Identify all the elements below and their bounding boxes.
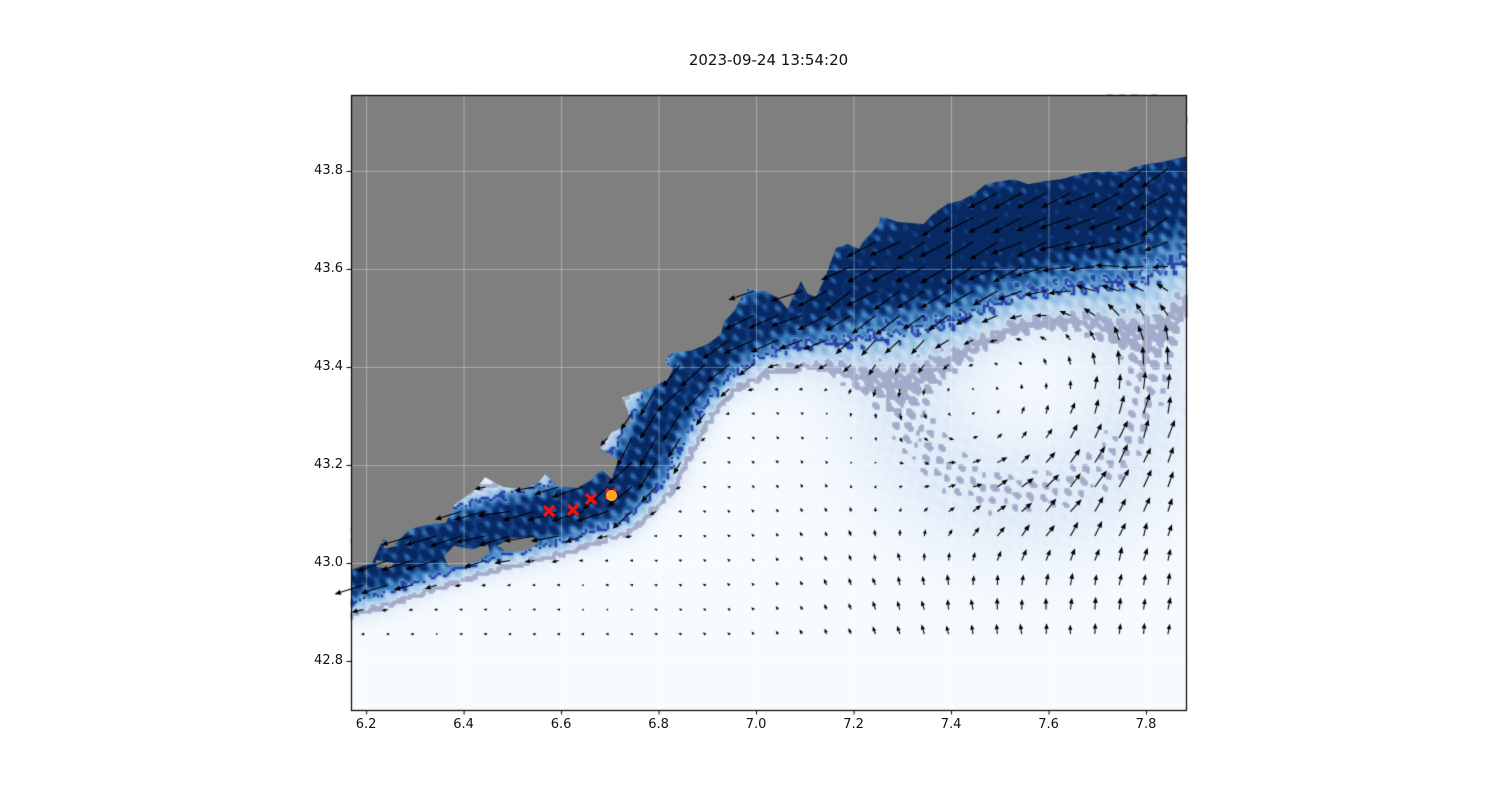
y-tick-label: 43.4 bbox=[314, 358, 343, 374]
x-tick-label: 7.2 bbox=[843, 717, 864, 732]
red-x-marker bbox=[542, 504, 557, 519]
x-tick-label: 7.8 bbox=[1135, 717, 1157, 732]
x-tick-label: 7.0 bbox=[745, 717, 767, 732]
x-tick-label: 6.8 bbox=[648, 717, 669, 732]
orange-dot-marker bbox=[605, 490, 617, 502]
x-tick-label: 6.6 bbox=[550, 717, 572, 732]
x-tick-label: 6.4 bbox=[453, 717, 474, 732]
y-tick-label: 43.8 bbox=[314, 162, 343, 178]
y-tick-label: 42.8 bbox=[314, 652, 343, 668]
red-x-marker bbox=[584, 492, 599, 507]
x-tick-label: 7.4 bbox=[940, 717, 962, 732]
red-x-marker bbox=[566, 503, 581, 518]
y-tick-label: 43.2 bbox=[314, 456, 343, 472]
x-tick-label: 7.6 bbox=[1038, 717, 1059, 732]
x-tick-label: 6.2 bbox=[355, 717, 377, 732]
chart-title: 2023-09-24 13:54:20 bbox=[688, 51, 849, 69]
y-tick-label: 43.6 bbox=[314, 260, 343, 276]
y-tick-label: 43.0 bbox=[314, 554, 343, 570]
